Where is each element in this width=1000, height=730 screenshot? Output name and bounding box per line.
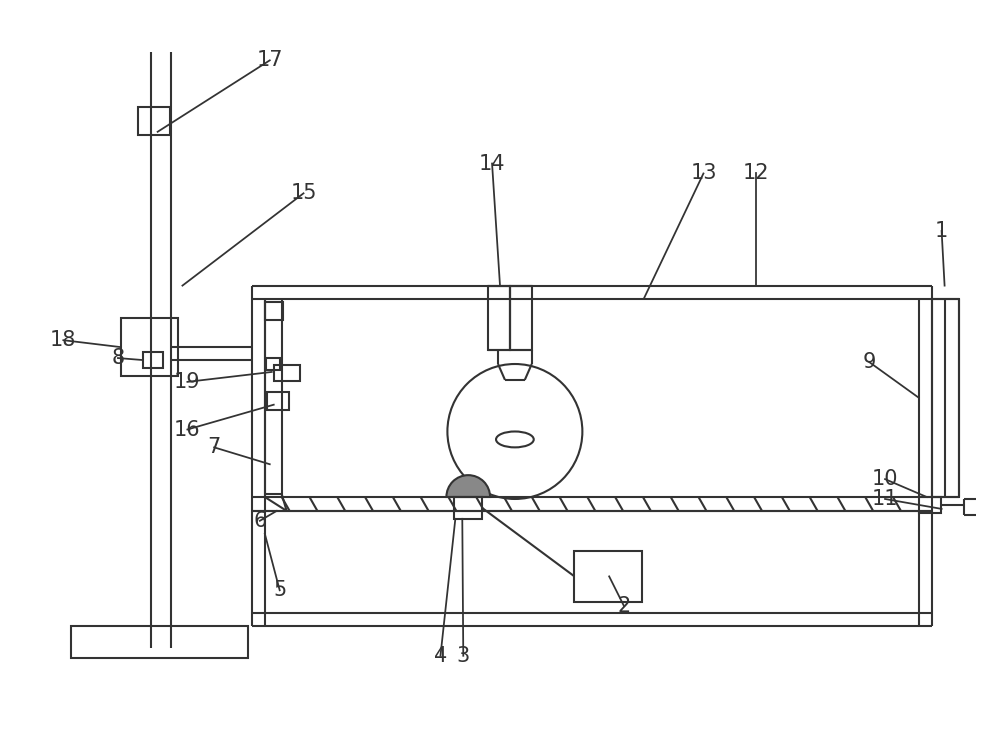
Text: 15: 15 [290, 183, 317, 204]
Bar [510, 285, 532, 350]
Bar [121, 318, 178, 376]
Text: 10: 10 [872, 469, 898, 489]
Bar [454, 497, 482, 519]
Bar [143, 352, 163, 368]
Bar [266, 358, 280, 370]
Text: 1: 1 [935, 221, 948, 241]
Bar [919, 497, 941, 513]
Text: 19: 19 [174, 372, 201, 392]
Text: 13: 13 [690, 164, 717, 183]
Text: 9: 9 [862, 352, 876, 372]
Bar [488, 285, 510, 350]
Text: 11: 11 [872, 489, 898, 509]
Text: 6: 6 [253, 511, 267, 531]
Text: 14: 14 [479, 153, 505, 174]
Bar [265, 302, 283, 320]
Bar [71, 626, 248, 658]
Text: 18: 18 [50, 330, 77, 350]
Text: 7: 7 [208, 437, 221, 458]
Bar [574, 550, 642, 602]
Text: 16: 16 [174, 420, 201, 439]
Text: 12: 12 [743, 164, 769, 183]
Bar [267, 392, 289, 410]
Text: 2: 2 [617, 596, 631, 616]
Text: 5: 5 [273, 580, 286, 600]
Bar [932, 299, 959, 497]
Bar [274, 365, 300, 381]
Text: 4: 4 [434, 646, 447, 666]
Text: 17: 17 [257, 50, 283, 70]
Wedge shape [446, 475, 490, 497]
Text: 3: 3 [457, 646, 470, 666]
Text: 8: 8 [111, 348, 124, 368]
Bar [138, 107, 170, 135]
